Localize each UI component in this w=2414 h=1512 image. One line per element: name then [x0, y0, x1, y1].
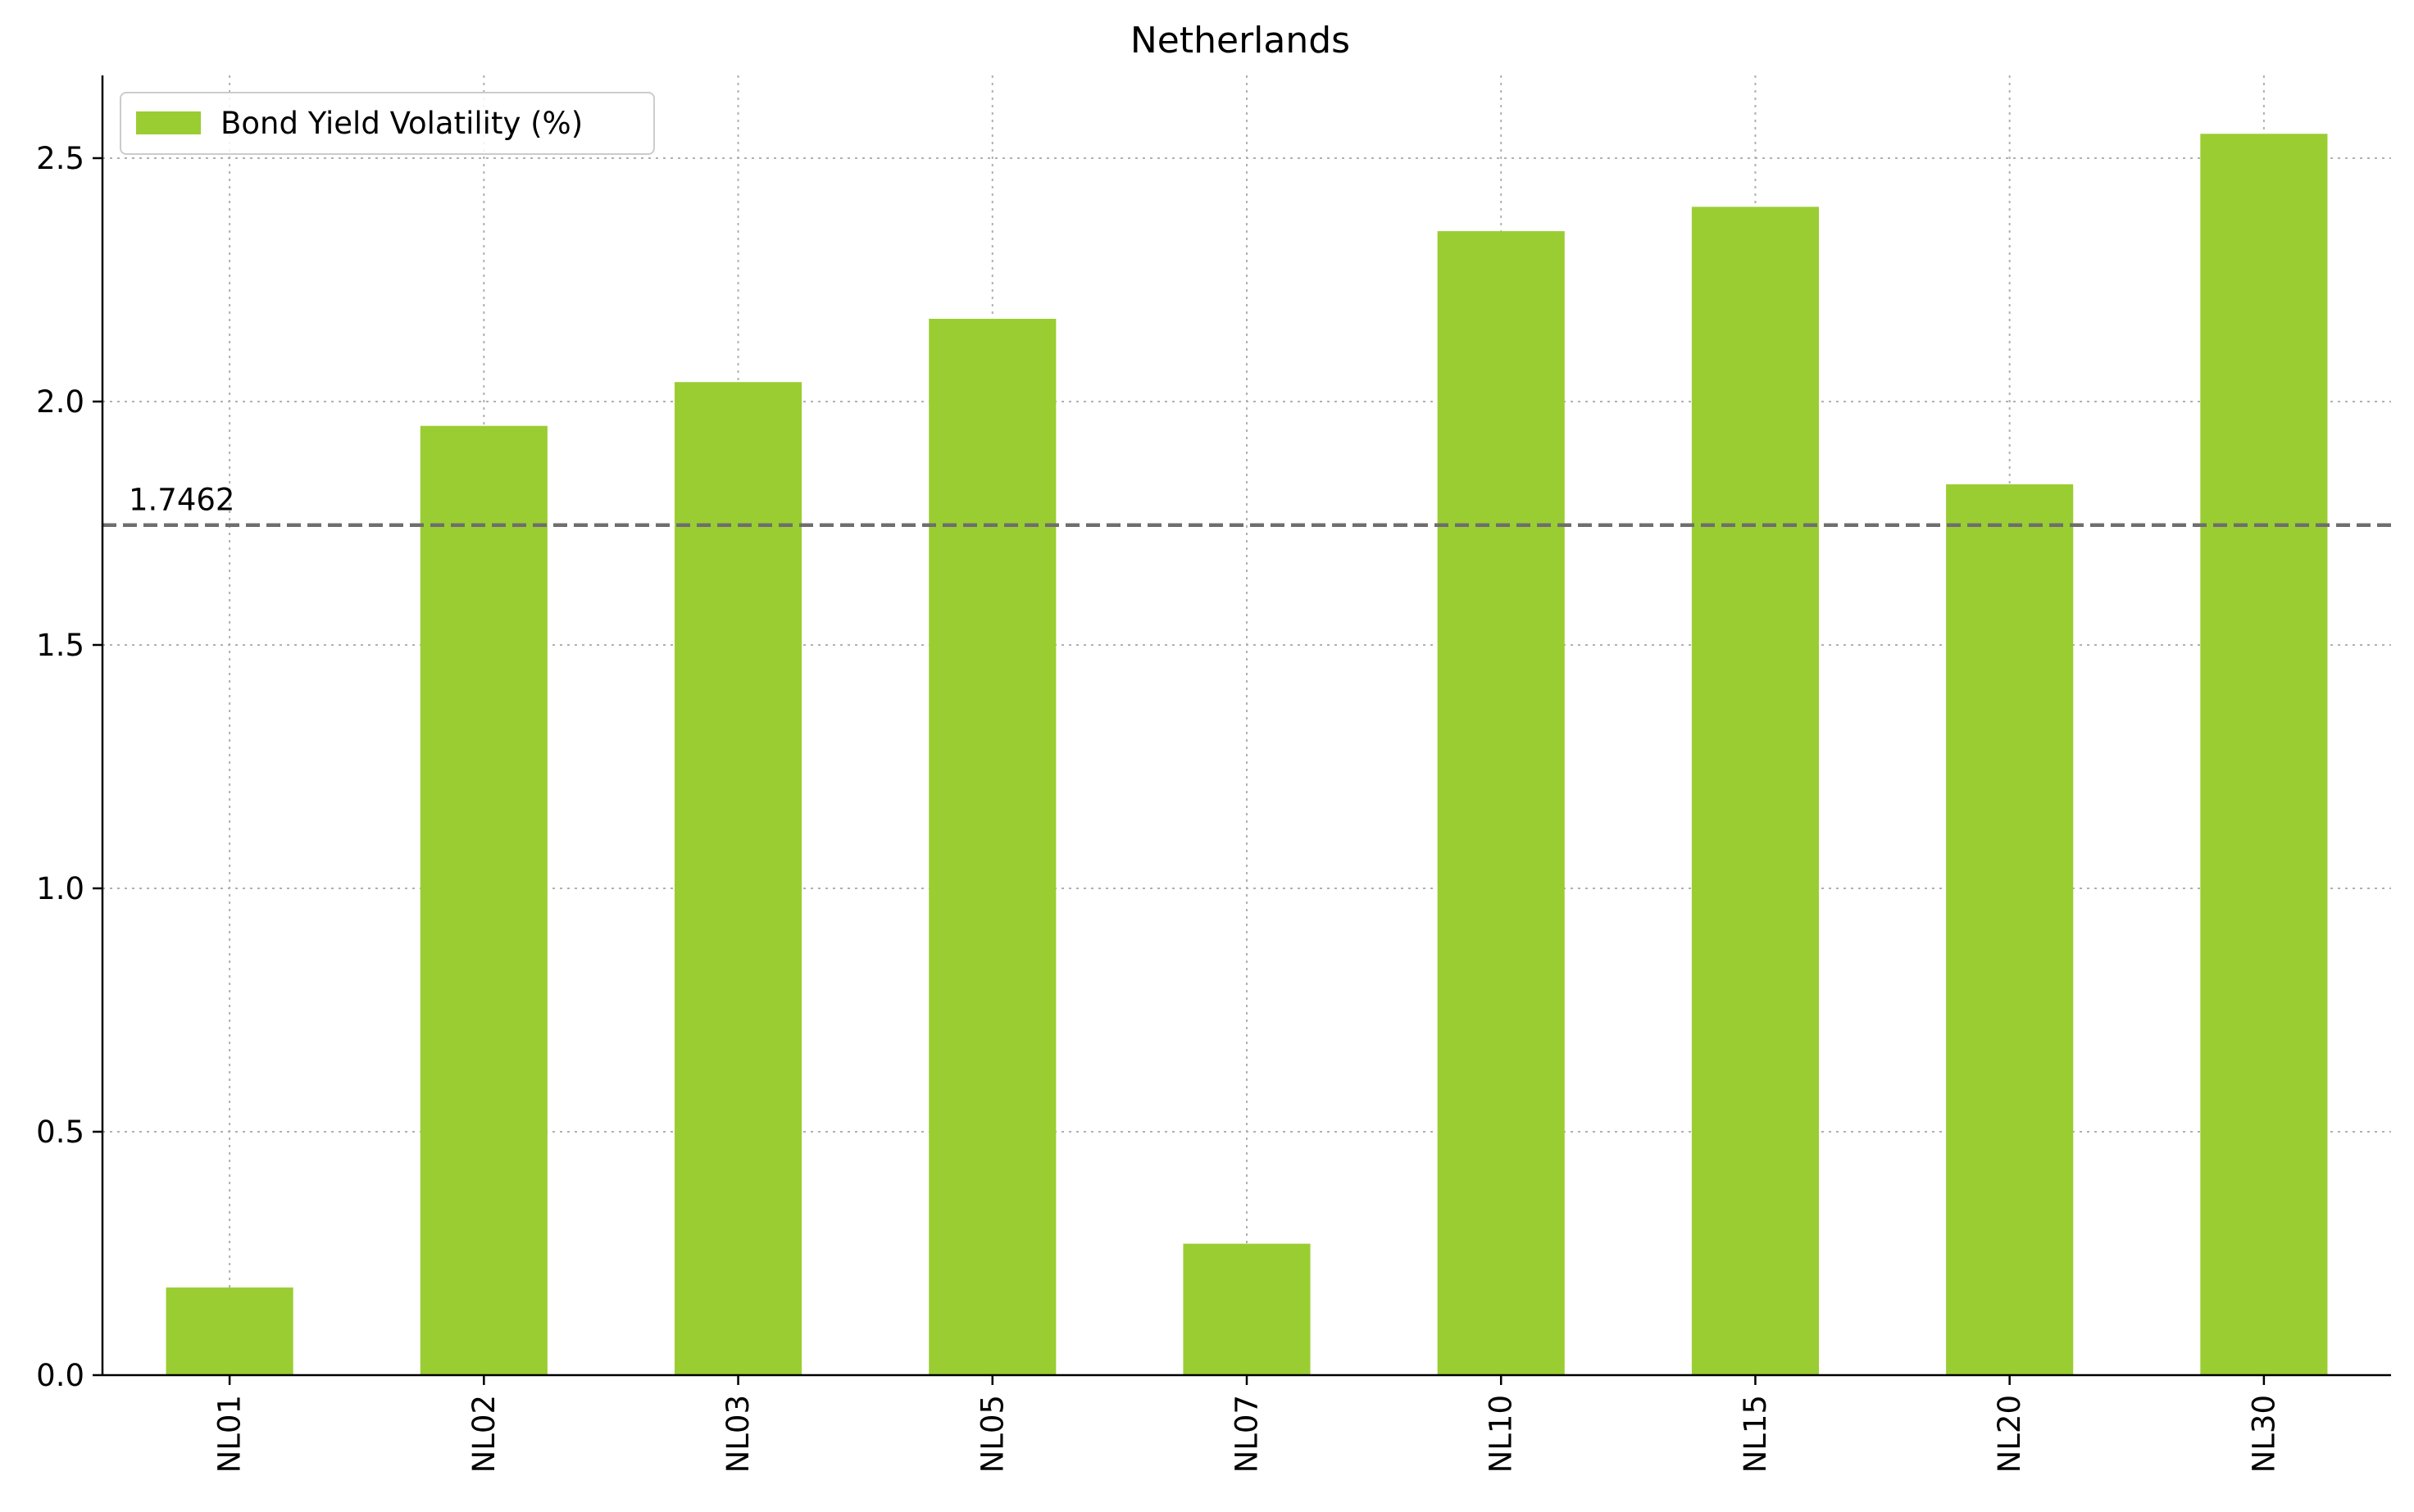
- y-tick-label: 1.0: [36, 871, 84, 906]
- reference-line-label: 1.7462: [129, 483, 234, 518]
- x-tick-label: NL30: [2246, 1395, 2281, 1473]
- bar-nl07: [1183, 1243, 1311, 1375]
- x-tick-label: NL03: [721, 1395, 756, 1473]
- bar-nl15: [1691, 207, 1819, 1375]
- x-tick-label: NL07: [1230, 1395, 1265, 1473]
- x-tick-label: NL15: [1738, 1395, 1773, 1473]
- bar-nl02: [420, 425, 548, 1376]
- x-tick-label: NL05: [975, 1395, 1010, 1473]
- reference-line-layer: 1.7462: [102, 483, 2391, 527]
- bar-layer: [166, 134, 2328, 1376]
- bar-nl20: [1946, 484, 2074, 1375]
- x-tick-label: NL10: [1484, 1395, 1519, 1473]
- x-tick-label: NL01: [212, 1395, 248, 1473]
- y-tick-label: 0.0: [36, 1358, 84, 1393]
- bar-nl30: [2200, 134, 2328, 1376]
- bar-nl01: [166, 1287, 293, 1375]
- legend-swatch: [136, 111, 201, 134]
- chart-title: Netherlands: [1130, 20, 1350, 61]
- y-tick-label: 2.0: [36, 384, 84, 420]
- legend: Bond Yield Volatility (%): [120, 92, 655, 155]
- bar-nl05: [929, 319, 1057, 1375]
- legend-box: [120, 92, 655, 155]
- bar-nl03: [675, 382, 802, 1375]
- legend-entry-label: Bond Yield Volatility (%): [220, 106, 583, 141]
- y-tick-label: 2.5: [36, 141, 84, 176]
- axis-layer: 0.0 0.5 1.0 1.5 2.0 2.5 NL01 NL02 NL03 NL05 NL07 NL…: [36, 75, 2391, 1473]
- x-tick-label: NL02: [466, 1395, 502, 1473]
- y-tick-label: 0.5: [36, 1115, 84, 1150]
- bar-nl10: [1437, 231, 1565, 1375]
- y-tick-label: 1.5: [36, 628, 84, 663]
- x-tick-label: NL20: [1992, 1395, 2027, 1473]
